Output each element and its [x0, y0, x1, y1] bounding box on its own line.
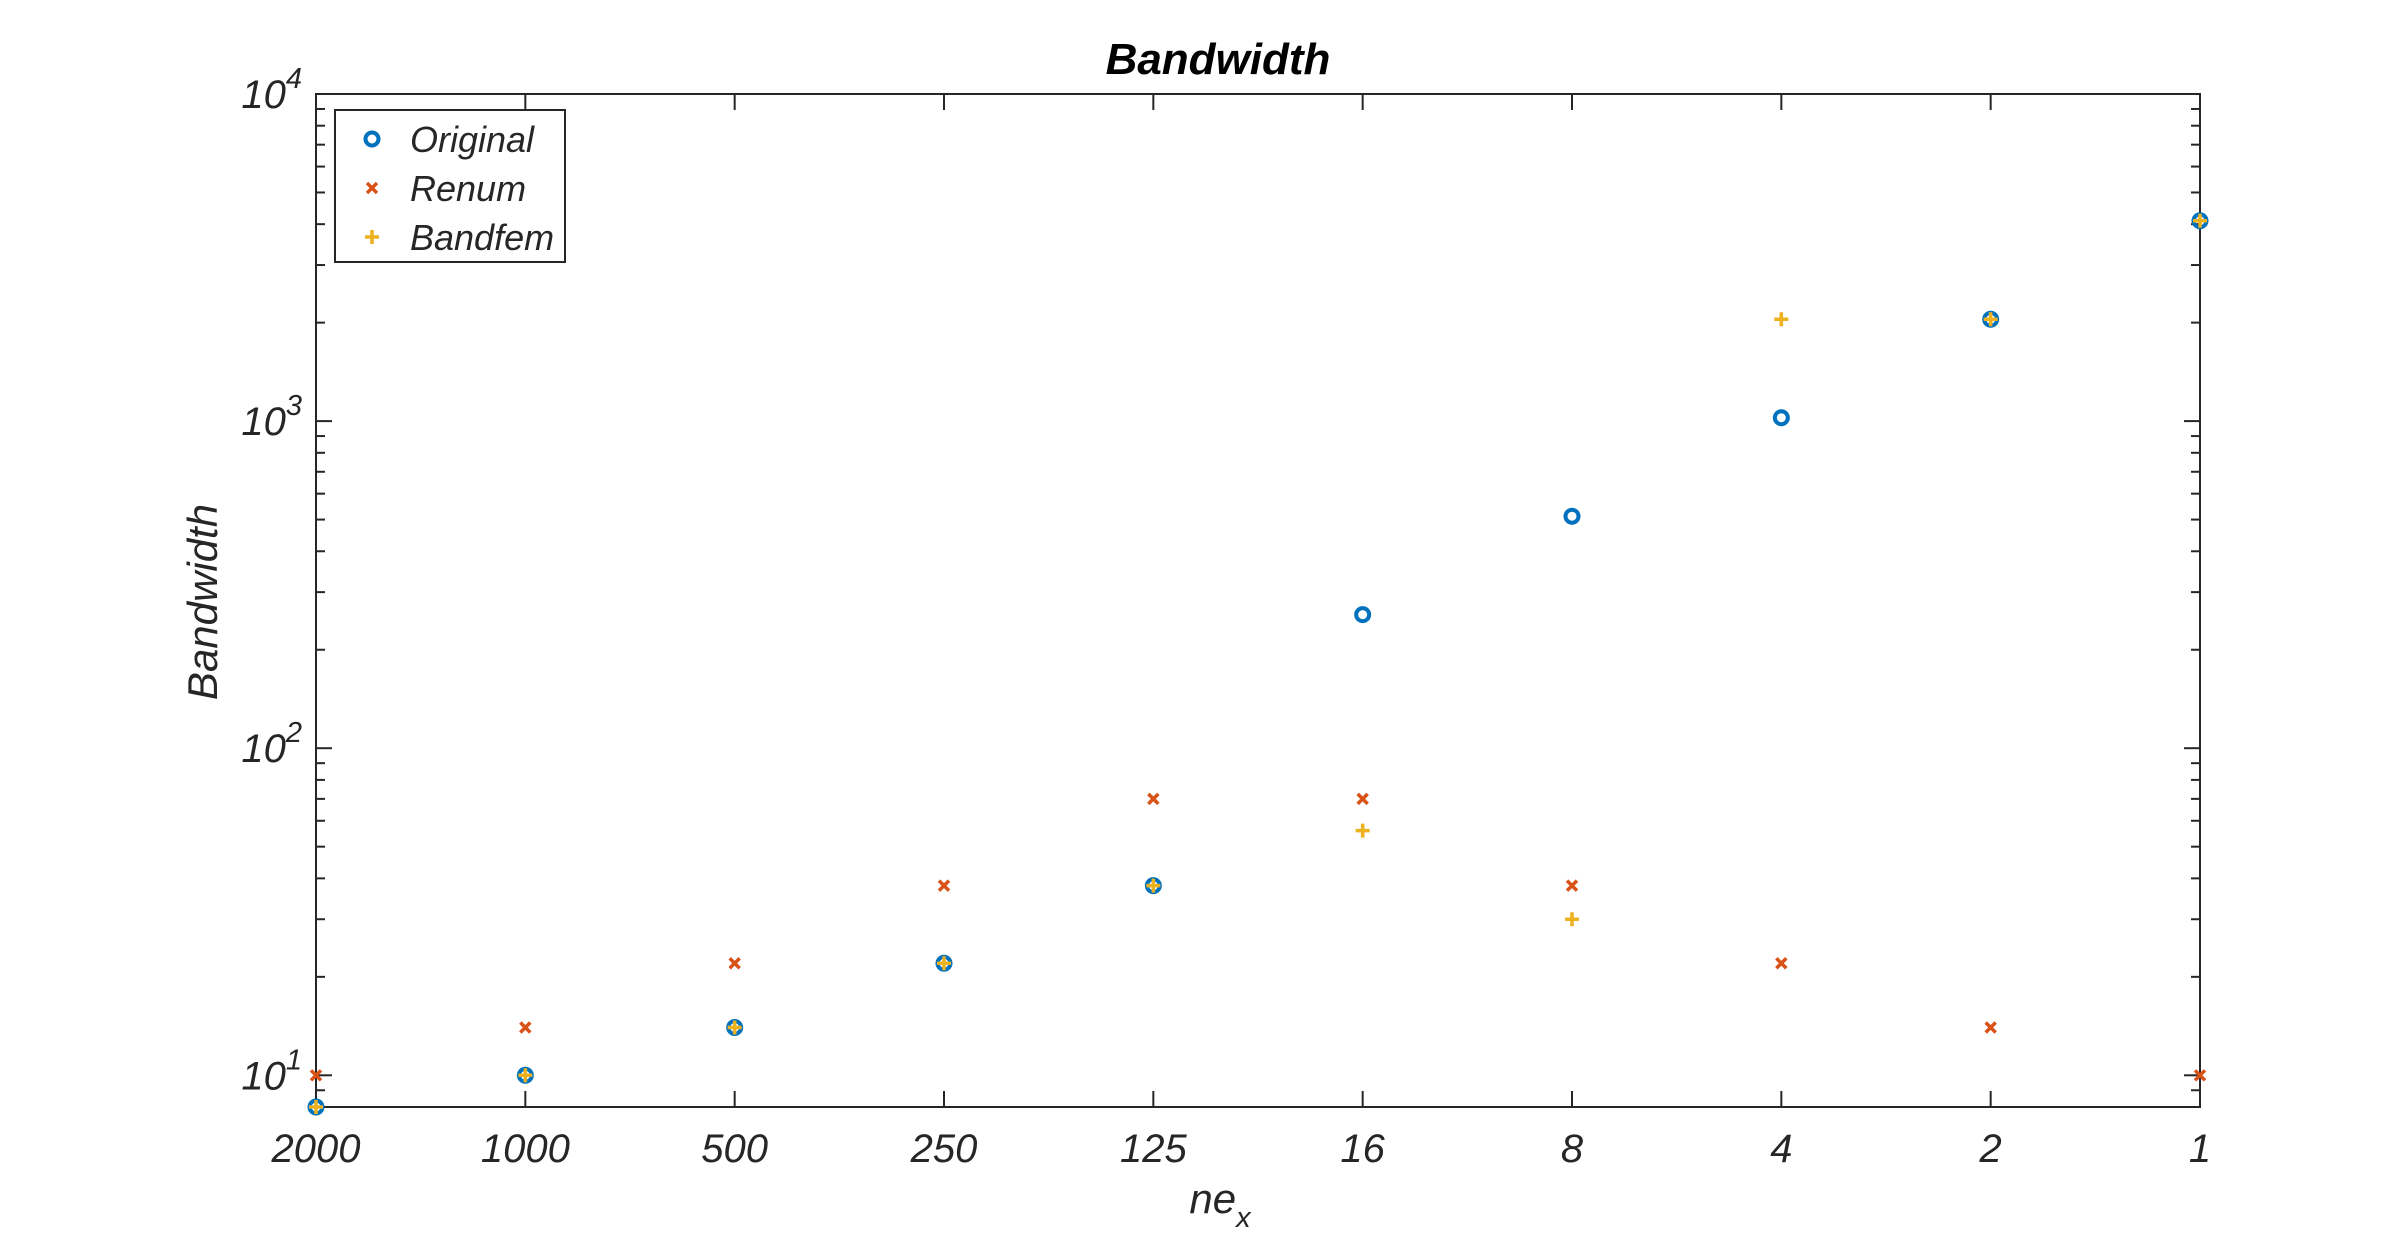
- chart-title: Bandwidth: [1106, 35, 1331, 84]
- point-bandfem: [937, 956, 951, 971]
- legend-marker-bandfem: [365, 230, 379, 244]
- y-axis-label: Bandwidth: [179, 504, 226, 700]
- point-renum: [1147, 792, 1160, 806]
- legend-label-original: Original: [410, 119, 535, 160]
- x-tick-label: 4: [1770, 1127, 1792, 1171]
- y-tick-base: 10: [241, 727, 286, 771]
- y-tick-label: 103: [241, 390, 302, 444]
- y-tick-label: 104: [241, 63, 302, 117]
- x-tick-label: 2000: [271, 1127, 361, 1171]
- y-tick-label: 101: [241, 1044, 302, 1098]
- x-tick-labels: 2000 1000 500 250 125 16 8 4 2 1: [271, 1127, 2212, 1171]
- point-bandfem: [518, 1068, 533, 1083]
- x-tick-label: 500: [701, 1127, 768, 1171]
- y-tick-label: 102: [241, 717, 302, 771]
- y-tick-base: 10: [241, 1054, 286, 1098]
- series-renum: [309, 792, 2207, 1082]
- point-renum: [1984, 1021, 1997, 1034]
- point-renum: [1356, 792, 1369, 806]
- point-bandfem: [309, 1100, 323, 1114]
- x-axis-label-main: ne: [1189, 1175, 1236, 1222]
- y-tick-exponent: 1: [286, 1044, 302, 1076]
- point-bandfem: [1983, 312, 1998, 327]
- data-series: [307, 212, 2209, 1116]
- point-renum: [728, 957, 741, 970]
- legend-marker-original: [363, 130, 381, 148]
- x-tick-label: 1: [2189, 1127, 2211, 1171]
- legend-marker-renum: [365, 181, 379, 195]
- x-tick-label: 125: [1120, 1127, 1187, 1171]
- x-tick-label: 8: [1561, 1127, 1584, 1171]
- series-bandfem: [309, 213, 2207, 1114]
- point-original: [1354, 606, 1372, 624]
- point-renum: [2193, 1069, 2207, 1082]
- plot-frame: [315, 93, 2201, 1108]
- point-original: [1563, 507, 1581, 525]
- y-tick-exponent: 4: [286, 63, 302, 95]
- legend-label-bandfem: Bandfem: [410, 217, 554, 258]
- x-axis-label-subscript: x: [1234, 1202, 1252, 1234]
- x-tick-label: 2: [1979, 1127, 2002, 1171]
- point-original: [1772, 409, 1790, 427]
- point-bandfem: [727, 1020, 742, 1035]
- point-renum: [1775, 957, 1788, 970]
- point-bandfem: [1355, 823, 1370, 838]
- point-renum: [937, 879, 951, 892]
- point-renum: [519, 1021, 532, 1034]
- x-axis-label: nex: [1189, 1175, 1252, 1234]
- point-bandfem: [1146, 878, 1161, 893]
- point-bandfem: [2193, 213, 2207, 228]
- y-tick-base: 10: [241, 400, 286, 444]
- point-renum: [309, 1069, 323, 1082]
- point-bandfem: [1774, 312, 1789, 327]
- point-bandfem: [1565, 912, 1579, 927]
- legend: Original Renum Bandfem: [334, 109, 566, 263]
- axis-ticks: [315, 94, 2201, 1108]
- y-tick-exponent: 3: [286, 390, 302, 422]
- x-tick-label: 250: [910, 1127, 978, 1171]
- y-tick-base: 10: [241, 73, 286, 117]
- y-tick-exponent: 2: [285, 717, 302, 749]
- x-tick-label: 16: [1340, 1127, 1385, 1171]
- point-renum: [1565, 879, 1579, 892]
- legend-label-renum: Renum: [410, 168, 526, 209]
- x-tick-label: 1000: [481, 1127, 570, 1171]
